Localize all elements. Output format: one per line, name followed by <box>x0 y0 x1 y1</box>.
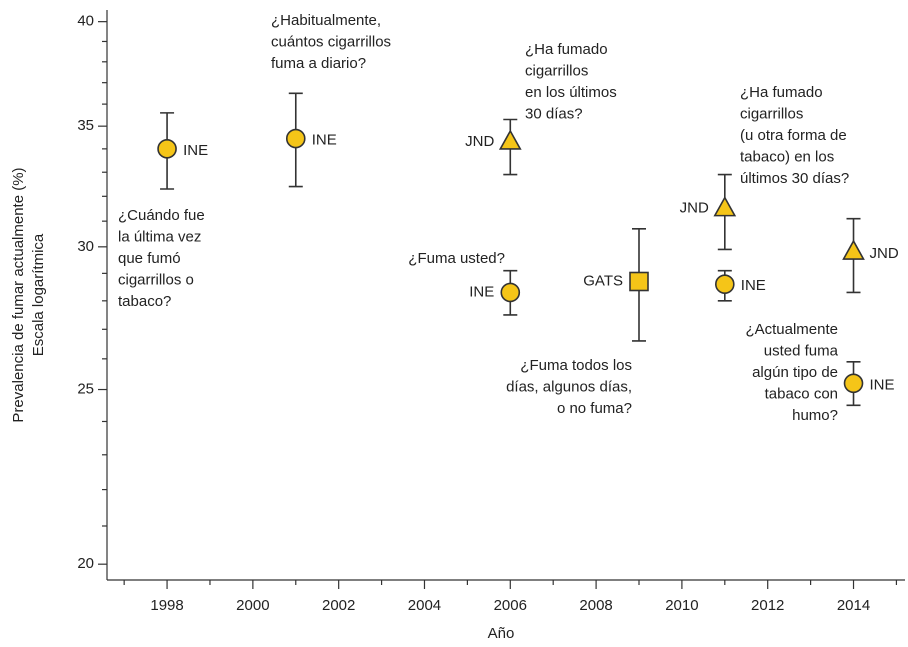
annotation: o no fuma? <box>557 400 632 417</box>
annotation: ¿Ha fumado <box>525 41 608 58</box>
y-axis-label: Prevalencia de fumar actualmente (%) <box>10 167 27 422</box>
x-tick-label: 2000 <box>236 597 269 614</box>
y-tick-label: 30 <box>77 238 94 255</box>
marker <box>715 274 735 295</box>
marker <box>498 129 522 150</box>
y-tick-label: 35 <box>77 117 94 134</box>
x-tick-label: 2002 <box>322 597 355 614</box>
annotation: la última vez <box>118 228 201 245</box>
x-tick-label: 2006 <box>494 597 527 614</box>
x-axis-label: Año <box>488 625 515 642</box>
x-tick-label: 2014 <box>837 597 870 614</box>
marker <box>843 373 864 394</box>
x-tick-label: 2008 <box>579 597 612 614</box>
annotation: tabaco con <box>765 385 838 402</box>
annotation: cigarrillos o <box>118 271 194 288</box>
x-tick-label: 1998 <box>150 597 183 614</box>
source-label: INE <box>870 376 895 393</box>
marker <box>285 128 306 149</box>
annotation: tabaco) en los <box>740 148 834 165</box>
annotation: ¿Ha fumado <box>740 84 823 101</box>
annotation: ¿Fuma todos los <box>520 357 632 374</box>
annotation: últimos 30 días? <box>740 170 849 187</box>
annotation: en los últimos <box>525 84 617 101</box>
source-label: INE <box>312 132 337 149</box>
y-tick-label: 40 <box>77 13 94 30</box>
annotation: días, algunos días, <box>506 378 632 395</box>
x-tick-label: 2012 <box>751 597 784 614</box>
annotation: cigarrillos <box>525 62 588 79</box>
source-label: INE <box>469 283 494 300</box>
marker <box>842 239 865 260</box>
annotation: humo? <box>792 407 838 424</box>
annotation: que fumó <box>118 250 181 267</box>
annotation: usted fuma <box>764 342 839 359</box>
annotation: cigarrillos <box>740 105 803 122</box>
source-label: GATS <box>583 272 623 289</box>
source-label: INE <box>741 277 766 294</box>
annotation: tabaco? <box>118 293 171 310</box>
annotation: ¿Fuma usted? <box>408 250 505 267</box>
y-axis-label: Escala logarítmica <box>30 233 47 356</box>
y-tick-label: 20 <box>77 555 94 572</box>
source-label: JND <box>870 245 899 262</box>
x-tick-label: 2010 <box>665 597 698 614</box>
annotation: algún tipo de <box>752 364 838 381</box>
marker <box>157 139 177 159</box>
x-tick-label: 2004 <box>408 597 441 614</box>
annotation: 30 días? <box>525 105 583 122</box>
marker <box>629 271 649 292</box>
source-label: JND <box>465 133 494 150</box>
marker <box>713 195 737 217</box>
y-tick-label: 25 <box>77 380 94 397</box>
annotation: cuántos cigarrillos <box>271 33 391 50</box>
annotation: ¿Actualmente <box>745 321 838 338</box>
marker <box>500 282 521 303</box>
annotation: ¿Cuándo fue <box>118 207 205 224</box>
source-label: INE <box>183 142 208 159</box>
source-label: JND <box>680 200 709 217</box>
annotation: fuma a diario? <box>271 55 366 72</box>
annotation: (u otra forma de <box>740 127 847 144</box>
annotation: ¿Habitualmente, <box>271 12 381 29</box>
